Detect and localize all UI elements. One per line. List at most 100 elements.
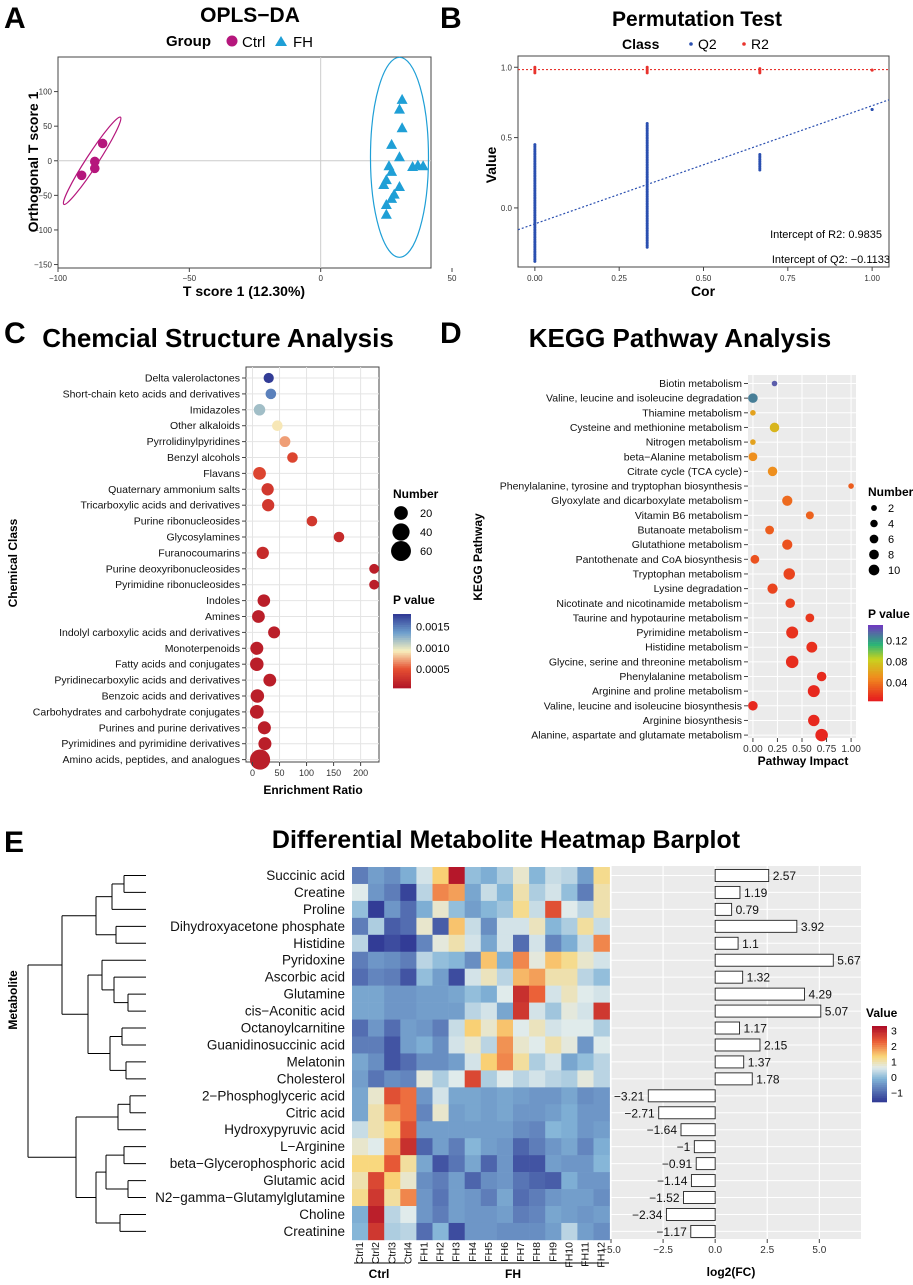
colorbar-segment (393, 636, 411, 639)
size-legend-label: 6 (888, 534, 894, 546)
heatmap-cell (593, 1053, 610, 1071)
colorbar-segment (872, 1062, 887, 1065)
colorbar-segment (393, 660, 411, 663)
y-tick-label: −100 (34, 226, 53, 235)
panel-a-x-axis-label: T score 1 (12.30%) (183, 283, 305, 299)
colorbar-label: 2 (891, 1041, 897, 1053)
panel-d-kegg-pathway: D KEGG Pathway Analysis Biotin metabolis… (440, 317, 913, 768)
heatmap-cell (529, 1019, 546, 1037)
panel-c-letter: C (4, 317, 26, 350)
colorbar-segment (868, 661, 883, 664)
heatmap-cell (496, 951, 514, 969)
y-tick-label: 0 (48, 157, 53, 166)
point-4 (750, 439, 756, 445)
heatmap-cell (432, 917, 449, 936)
point-ctrl-3 (76, 170, 87, 181)
heatmap-cell (561, 1222, 578, 1241)
metabolite-label: Histidine (293, 936, 345, 951)
point-8 (782, 495, 793, 506)
heatmap-cell (384, 1206, 401, 1224)
point-18 (250, 657, 264, 671)
colorbar-segment (393, 630, 411, 633)
barplot-x-axis-label: log2(FC) (707, 1265, 756, 1279)
point-10 (333, 531, 345, 543)
heatmap-cell (577, 1189, 594, 1207)
heatmap-cell (529, 867, 546, 885)
heatmap-cell (496, 900, 514, 919)
colorbar-segment (393, 645, 411, 648)
heatmap-cell (432, 1206, 449, 1224)
colorbar-segment (393, 615, 411, 619)
x-tick-label: 0.25 (768, 744, 788, 755)
colorbar-segment (393, 673, 411, 676)
bar-11 (714, 1055, 745, 1069)
panel-d-y-axis-label: KEGG Pathway (471, 513, 485, 601)
bar-13 (647, 1089, 716, 1103)
point-14 (767, 583, 778, 594)
category-label: Taurine and hypotaurine metabolism (573, 612, 743, 624)
heatmap-cell (593, 1206, 610, 1224)
category-label: Nicotinate and nicotinamide metabolism (556, 598, 742, 610)
panel-a-letter: A (4, 2, 26, 35)
point-5 (287, 452, 298, 463)
point-13 (783, 568, 795, 580)
heatmap-cell (577, 1002, 594, 1020)
heatmap-cell (448, 1138, 465, 1156)
heatmap-cell (513, 1155, 530, 1173)
heatmap-cell (448, 1206, 465, 1224)
heatmap-cell (368, 1155, 385, 1173)
x-tick-label: 100 (299, 768, 314, 778)
metabolite-label: Choline (299, 1207, 345, 1222)
heatmap-cell (368, 1002, 385, 1020)
category-label: Indoles (206, 595, 240, 607)
heatmap-cell (561, 1155, 578, 1173)
heatmap-cell (384, 1222, 401, 1241)
heatmap-cell (352, 1070, 369, 1088)
colorbar-segment (393, 669, 411, 672)
heatmap-cell (561, 900, 578, 919)
x-tick-label: 0 (318, 274, 323, 283)
heatmap-cell (480, 1019, 498, 1037)
panel-c-category-labels: Delta valerolactones Short-chain keto aci… (33, 373, 246, 766)
heatmap-cell (561, 1002, 578, 1020)
heatmap-cell (368, 1222, 385, 1241)
heatmap-cell (352, 1036, 369, 1054)
heatmap-cell (577, 951, 594, 969)
size-legend-label: 60 (420, 546, 432, 558)
heatmap-cell (384, 951, 401, 969)
colorbar-segment (872, 1073, 887, 1076)
bar-9 (714, 1021, 740, 1035)
colorbar-segment (868, 632, 883, 635)
heatmap-cell (464, 1121, 482, 1139)
heatmap-cell (464, 1070, 482, 1088)
category-label: Vitamin B6 metabolism (635, 510, 742, 522)
heatmap-cell (432, 1036, 449, 1054)
heatmap-cell (432, 1222, 449, 1241)
heatmap-cell (513, 1104, 530, 1122)
size-legend-dot (391, 541, 411, 561)
heatmap-cell (400, 867, 417, 885)
bar-4 (714, 936, 739, 950)
y-tick-label: 50 (43, 122, 52, 131)
heatmap-cell (577, 1121, 594, 1139)
heatmap-cell (593, 1189, 610, 1207)
heatmap-cell (368, 1172, 385, 1190)
heatmap-cell (464, 934, 482, 953)
heatmap-cell (513, 867, 530, 885)
panel-b-points (533, 65, 874, 263)
colorbar-segment (872, 1075, 887, 1078)
heatmap-cell (480, 917, 498, 936)
heatmap-cell (496, 934, 514, 953)
point-q2 (533, 143, 537, 147)
heatmap-cell (593, 1121, 610, 1139)
point-q2 (758, 152, 762, 156)
heatmap-cell (545, 985, 562, 1003)
colorbar-segment (868, 634, 883, 637)
colorbar-segment (868, 645, 883, 649)
heatmap-cell (400, 883, 417, 902)
heatmap-cell (416, 867, 433, 885)
colorbar-segment (872, 1054, 887, 1057)
point-fh-8 (378, 178, 390, 189)
heatmap-cell (432, 1070, 449, 1088)
panel-e-y-axis-label: Metabolite (6, 970, 20, 1030)
